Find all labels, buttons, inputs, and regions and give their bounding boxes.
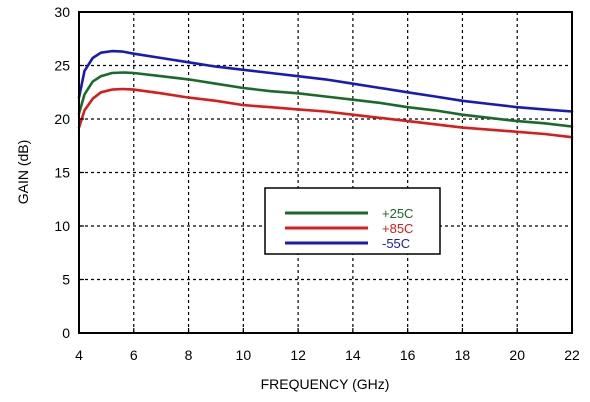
x-tick-label: 20 <box>509 347 525 363</box>
x-tick-label: 4 <box>75 347 83 363</box>
y-tick-label: 5 <box>62 272 70 288</box>
legend-label: +85C <box>382 221 413 236</box>
y-tick-label: 25 <box>54 58 70 74</box>
x-tick-label: 16 <box>400 347 416 363</box>
series-line-25C <box>77 71 574 128</box>
y-tick-label: 0 <box>62 325 70 341</box>
y-axis-title: GAIN (dB) <box>15 140 31 205</box>
series-lines <box>77 49 574 139</box>
x-tick-label: 12 <box>290 347 306 363</box>
y-tick-label: 10 <box>54 218 70 234</box>
x-tick-label: 18 <box>455 347 471 363</box>
x-axis-title: FREQUENCY (GHz) <box>261 376 390 392</box>
y-tick-label: 20 <box>54 111 70 127</box>
series-line-55C <box>77 49 574 113</box>
x-tick-label: 14 <box>345 347 361 363</box>
x-tick-label: 6 <box>130 347 138 363</box>
legend-label: -55C <box>382 236 410 251</box>
axis-ticks: 4 6 8 10 12 14 16 18 20 22 0 5 10 15 20 25 30 <box>54 4 580 363</box>
y-tick-label: 15 <box>54 165 70 181</box>
legend: +25C+85C-55C <box>264 187 441 255</box>
y-tick-label: 30 <box>54 4 70 20</box>
x-tick-label: 8 <box>185 347 193 363</box>
series-line-85C <box>77 87 574 139</box>
x-tick-label: 22 <box>564 347 580 363</box>
grid <box>79 12 572 333</box>
x-tick-label: 10 <box>236 347 252 363</box>
legend-label: +25C <box>382 206 413 221</box>
